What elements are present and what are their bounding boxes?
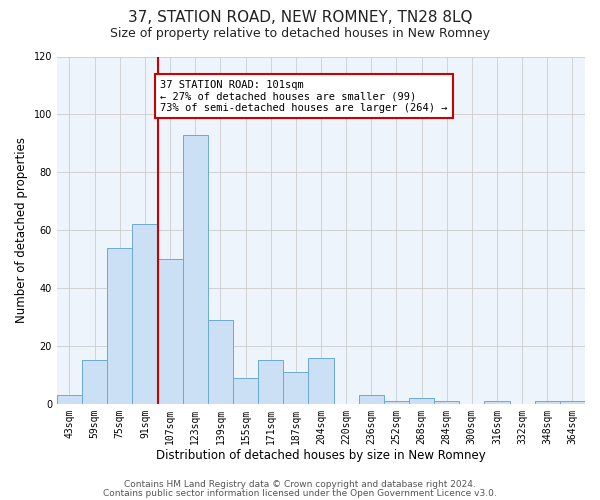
Bar: [208, 320, 233, 404]
Bar: [535, 401, 560, 404]
Bar: [82, 360, 107, 404]
Bar: [133, 224, 158, 404]
Bar: [107, 248, 133, 404]
Text: Contains public sector information licensed under the Open Government Licence v3: Contains public sector information licen…: [103, 488, 497, 498]
Text: Contains HM Land Registry data © Crown copyright and database right 2024.: Contains HM Land Registry data © Crown c…: [124, 480, 476, 489]
X-axis label: Distribution of detached houses by size in New Romney: Distribution of detached houses by size …: [156, 450, 486, 462]
Bar: [434, 401, 459, 404]
Bar: [384, 401, 409, 404]
Bar: [158, 259, 182, 404]
Bar: [359, 395, 384, 404]
Bar: [233, 378, 258, 404]
Bar: [258, 360, 283, 404]
Bar: [283, 372, 308, 404]
Bar: [560, 401, 585, 404]
Y-axis label: Number of detached properties: Number of detached properties: [15, 137, 28, 323]
Bar: [409, 398, 434, 404]
Bar: [484, 401, 509, 404]
Text: Size of property relative to detached houses in New Romney: Size of property relative to detached ho…: [110, 28, 490, 40]
Bar: [57, 395, 82, 404]
Text: 37 STATION ROAD: 101sqm
← 27% of detached houses are smaller (99)
73% of semi-de: 37 STATION ROAD: 101sqm ← 27% of detache…: [160, 80, 448, 113]
Bar: [308, 358, 334, 404]
Text: 37, STATION ROAD, NEW ROMNEY, TN28 8LQ: 37, STATION ROAD, NEW ROMNEY, TN28 8LQ: [128, 10, 472, 25]
Bar: [182, 134, 208, 404]
